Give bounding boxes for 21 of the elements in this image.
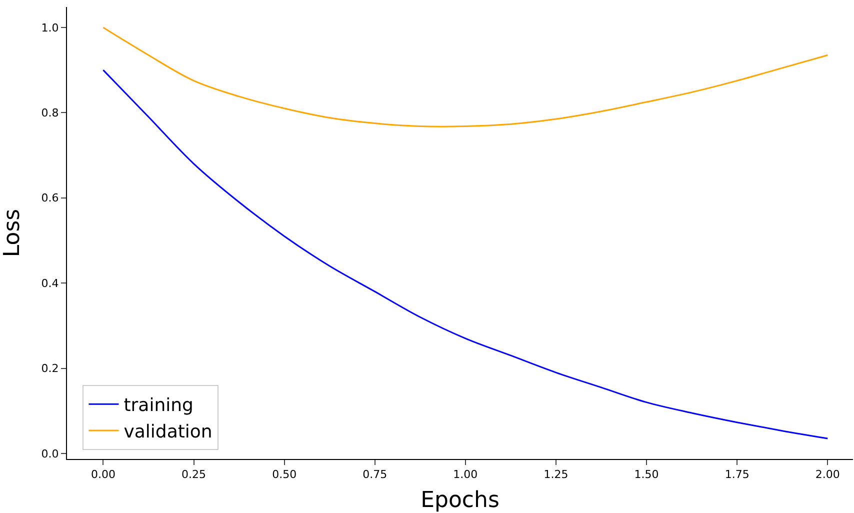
x-tick-label: 2.00	[815, 468, 840, 482]
legend-label: training	[124, 395, 194, 416]
x-tick-label: 1.50	[634, 468, 659, 482]
x-axis-title: Epochs	[420, 488, 500, 513]
x-tick-label: 0.50	[272, 468, 297, 482]
y-tick-label: 0.4	[41, 276, 59, 290]
x-tick-label: 0.25	[182, 468, 206, 482]
line-series	[102, 26, 828, 128]
x-tick-label: 1.00	[453, 468, 478, 482]
legend-label: validation	[124, 422, 212, 443]
y-tick-label: 0.8	[41, 106, 59, 120]
x-tick-label: 0.75	[362, 468, 388, 482]
y-tick-label: 0.6	[41, 192, 59, 205]
line-series	[102, 69, 828, 440]
y-tick-label: 1.0	[41, 21, 59, 34]
x-tick-label: 0.00	[90, 468, 116, 482]
x-tick-label: 1.75	[724, 468, 750, 482]
y-axis-title: Loss	[0, 208, 26, 258]
y-tick-label: 0.0	[41, 447, 59, 460]
y-tick-label: 0.2	[41, 362, 59, 376]
x-tick-label: 1.25	[544, 468, 568, 482]
